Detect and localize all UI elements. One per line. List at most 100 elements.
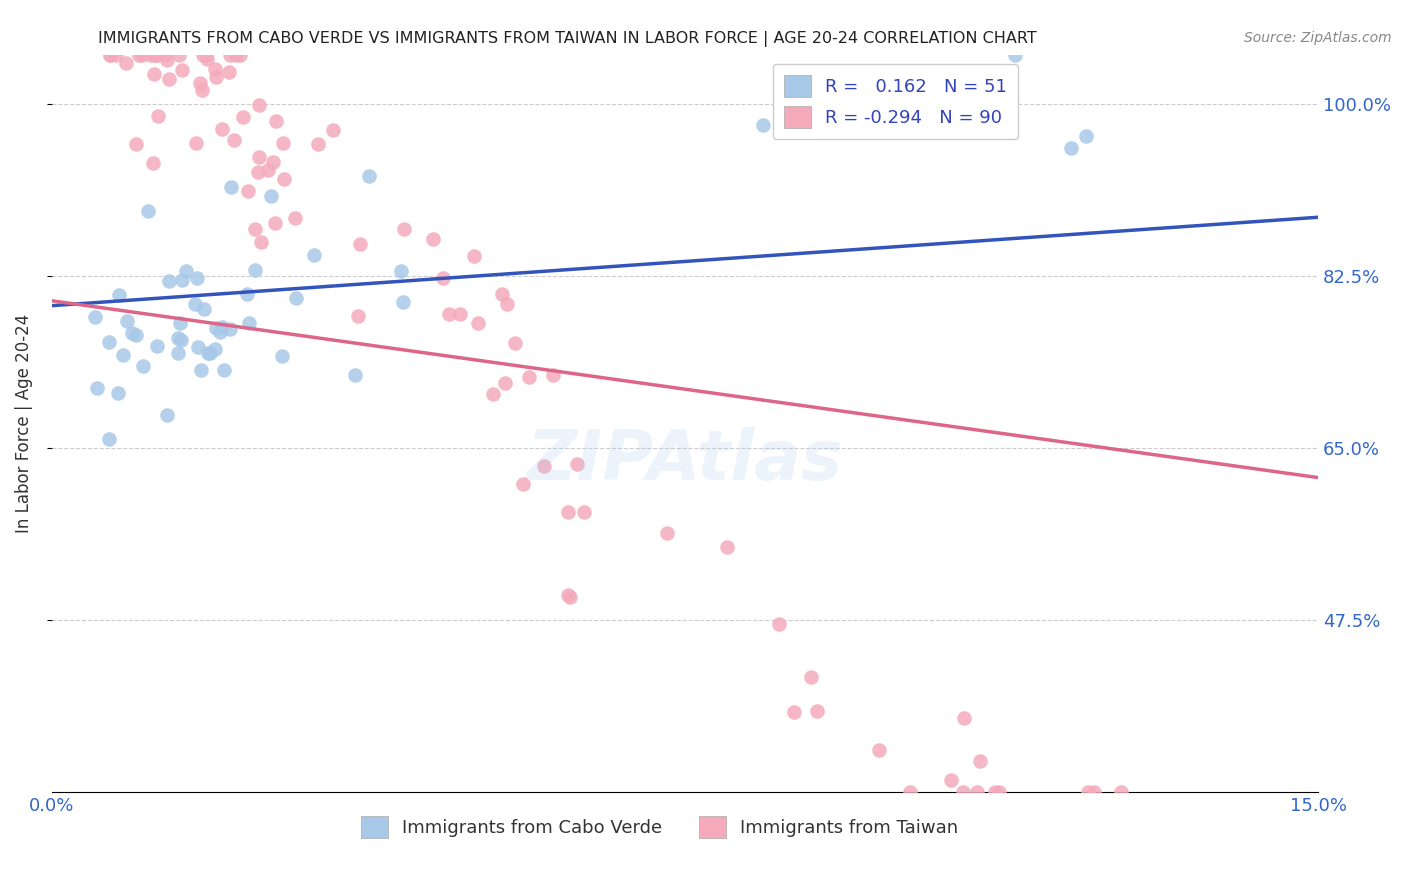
Point — [146, 109, 169, 123]
Point — [285, 291, 308, 305]
Point — [271, 349, 294, 363]
Point — [262, 154, 284, 169]
Point — [131, 48, 153, 62]
Point — [209, 325, 232, 339]
Point — [184, 296, 207, 310]
Point — [422, 232, 444, 246]
Point — [557, 588, 579, 602]
Point — [1083, 785, 1105, 799]
Point — [449, 308, 471, 322]
Y-axis label: In Labor Force | Age 20-24: In Labor Force | Age 20-24 — [15, 314, 32, 533]
Point — [105, 48, 128, 62]
Point — [97, 335, 120, 350]
Point — [533, 459, 555, 474]
Point — [229, 48, 252, 62]
Point — [211, 121, 233, 136]
Point — [143, 48, 166, 62]
Point — [98, 48, 121, 62]
Point — [157, 72, 180, 87]
Point — [519, 370, 541, 384]
Point — [236, 184, 259, 198]
Point — [125, 328, 148, 343]
Point — [250, 235, 273, 249]
Point — [187, 340, 209, 354]
Point — [146, 339, 169, 353]
Point — [204, 343, 226, 357]
Point — [204, 62, 226, 76]
Point — [83, 310, 105, 325]
Point — [125, 136, 148, 151]
Point — [1060, 141, 1083, 155]
Point — [98, 48, 121, 62]
Point — [655, 525, 678, 540]
Point — [437, 307, 460, 321]
Point — [224, 133, 246, 147]
Text: IMMIGRANTS FROM CABO VERDE VS IMMIGRANTS FROM TAIWAN IN LABOR FORCE | AGE 20-24 : IMMIGRANTS FROM CABO VERDE VS IMMIGRANTS… — [98, 31, 1038, 47]
Point — [541, 368, 564, 383]
Point — [806, 705, 828, 719]
Point — [800, 670, 823, 684]
Point — [271, 136, 294, 150]
Point — [247, 164, 270, 178]
Point — [752, 118, 775, 132]
Point — [212, 362, 235, 376]
Point — [284, 211, 307, 226]
Point — [205, 320, 228, 334]
Point — [169, 333, 191, 347]
Point — [357, 169, 380, 183]
Point — [392, 222, 415, 236]
Point — [132, 359, 155, 373]
Point — [263, 216, 285, 230]
Point — [987, 785, 1010, 799]
Point — [169, 316, 191, 330]
Point — [188, 76, 211, 90]
Point — [191, 83, 214, 97]
Point — [156, 408, 179, 422]
Point — [107, 385, 129, 400]
Point — [115, 56, 138, 70]
Point — [768, 616, 790, 631]
Point — [1074, 128, 1097, 143]
Point — [868, 743, 890, 757]
Point — [143, 67, 166, 81]
Point — [322, 123, 344, 137]
Point — [167, 346, 190, 360]
Point — [117, 314, 139, 328]
Point — [142, 156, 165, 170]
Point — [565, 457, 588, 471]
Point — [205, 70, 228, 84]
Point — [467, 316, 489, 330]
Point — [1109, 785, 1132, 799]
Point — [219, 48, 242, 62]
Point — [193, 301, 215, 316]
Point — [170, 273, 193, 287]
Point — [560, 591, 582, 605]
Point — [482, 387, 505, 401]
Point — [219, 180, 242, 194]
Point — [782, 122, 804, 136]
Text: ZIPAtlas: ZIPAtlas — [527, 427, 844, 494]
Point — [167, 48, 190, 62]
Point — [111, 348, 134, 362]
Point — [197, 53, 219, 67]
Point — [347, 309, 370, 323]
Point — [491, 287, 513, 301]
Point — [716, 540, 738, 554]
Point — [186, 271, 208, 285]
Text: Source: ZipAtlas.com: Source: ZipAtlas.com — [1244, 31, 1392, 45]
Point — [307, 137, 329, 152]
Point — [174, 264, 197, 278]
Point — [463, 249, 485, 263]
Point — [783, 705, 806, 719]
Point — [108, 287, 131, 301]
Point — [494, 376, 516, 390]
Point — [572, 505, 595, 519]
Point — [344, 368, 367, 382]
Point — [260, 189, 283, 203]
Point — [86, 381, 108, 395]
Point — [167, 331, 190, 345]
Point — [503, 335, 526, 350]
Point — [898, 785, 921, 799]
Point — [194, 48, 217, 62]
Point — [256, 163, 278, 178]
